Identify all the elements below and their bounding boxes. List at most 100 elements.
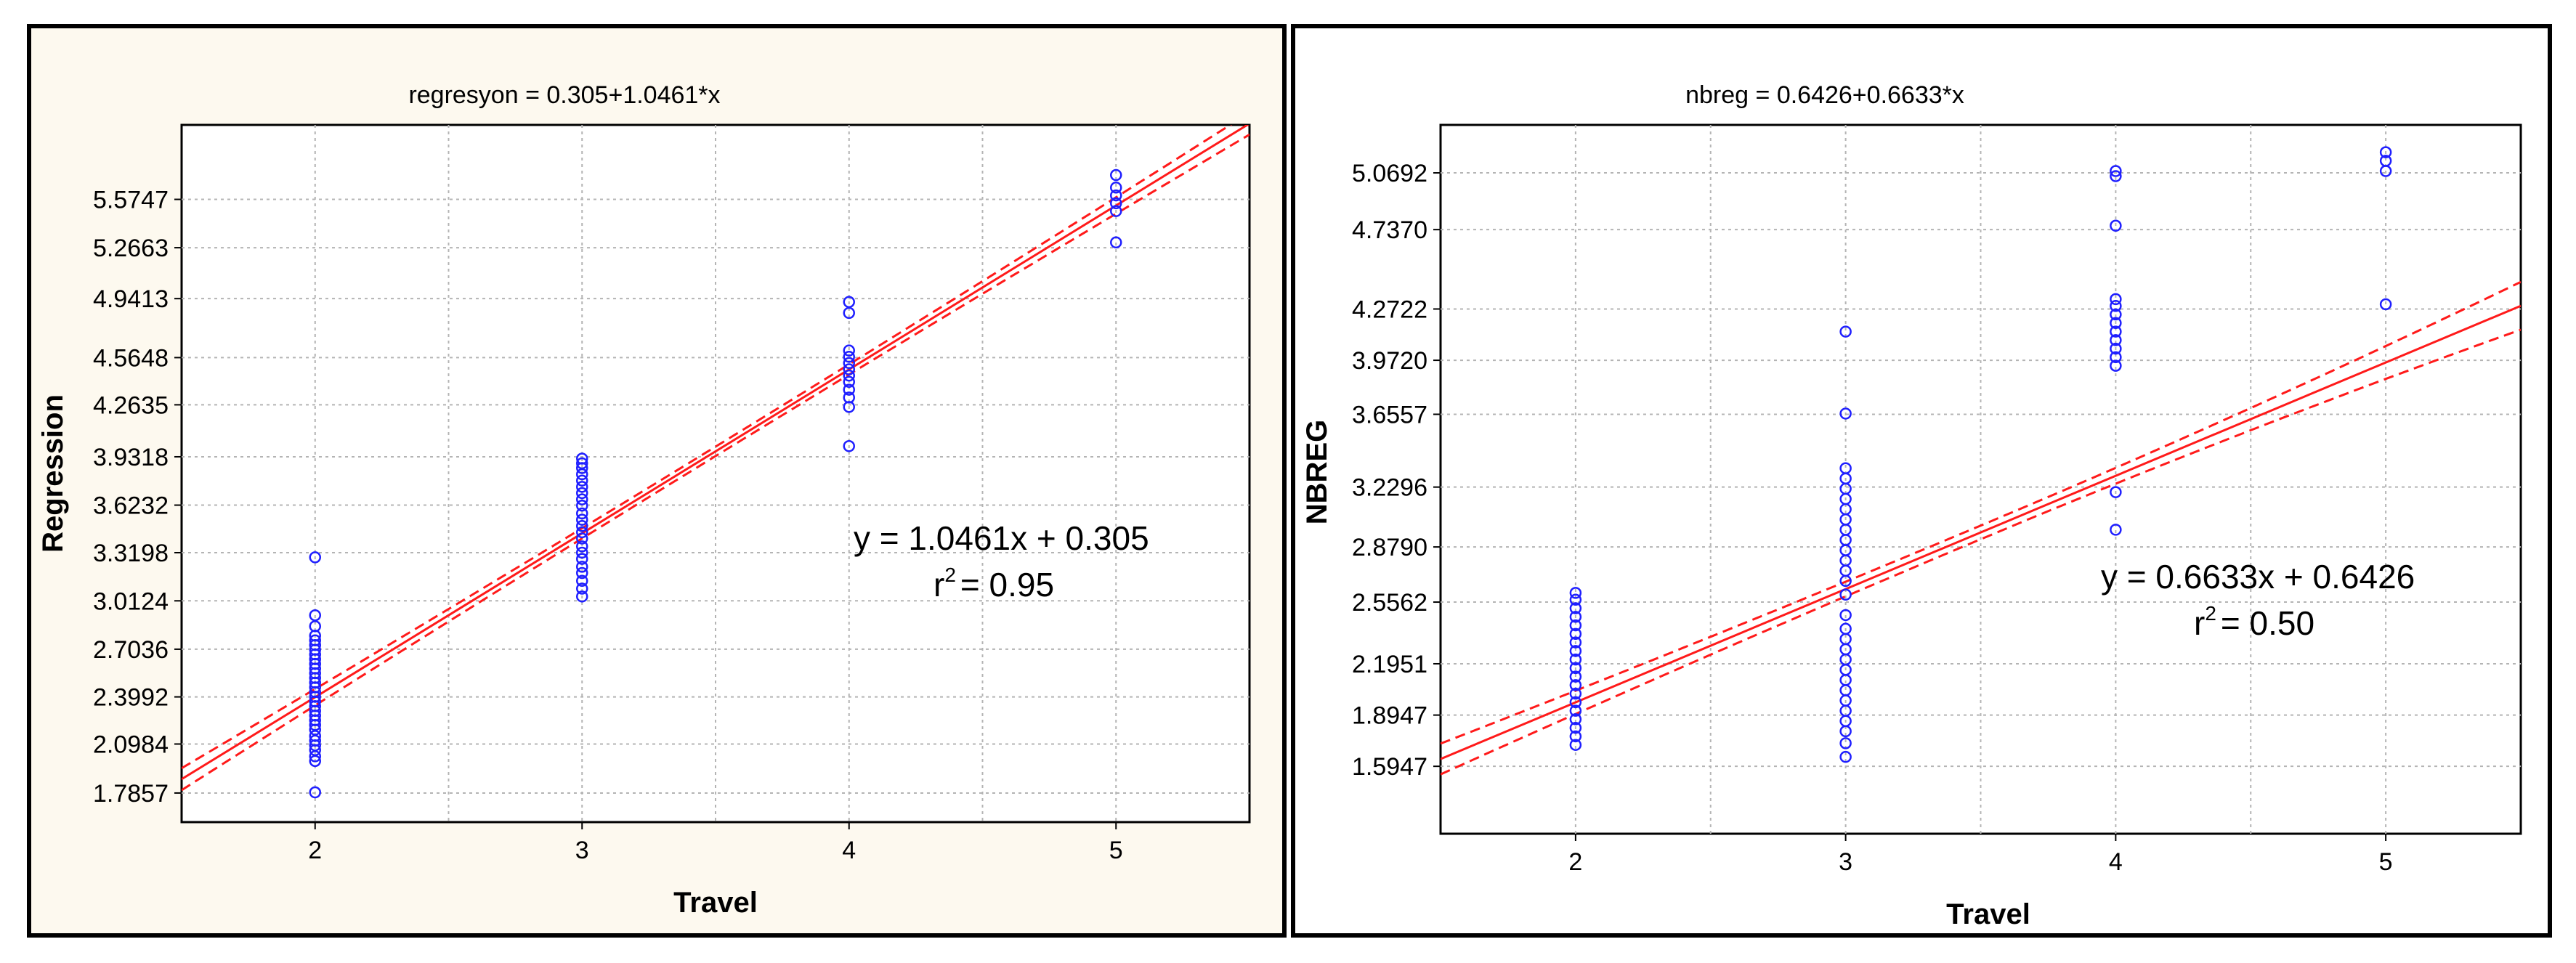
data-point bbox=[309, 551, 321, 564]
y-tick-label: 4.2635 bbox=[93, 391, 169, 419]
confidence-band-upper bbox=[182, 125, 1233, 770]
data-point bbox=[2379, 298, 2392, 311]
equation-label: y = 0.6633x + 0.6426 bbox=[2101, 558, 2415, 596]
x-tick-label: 3 bbox=[575, 837, 589, 864]
chart-title: regresyon = 0.305+1.0461*x bbox=[408, 81, 720, 109]
data-point bbox=[1110, 197, 1122, 210]
data-point bbox=[309, 634, 321, 647]
panel-regression: regresyon = 0.305+1.0461*x 1.7857 2.0984 2… bbox=[27, 24, 1287, 938]
data-point bbox=[843, 363, 855, 375]
data-point bbox=[843, 383, 855, 396]
x-tick-label: 3 bbox=[1839, 848, 1852, 876]
y-tick-label: 2.0984 bbox=[93, 731, 169, 758]
y-tick-label: 2.3992 bbox=[93, 684, 169, 712]
data-point bbox=[1839, 622, 1852, 635]
data-point bbox=[843, 351, 855, 363]
data-point bbox=[2110, 524, 2122, 536]
data-point bbox=[2110, 293, 2122, 306]
x-tick-label: 5 bbox=[2379, 848, 2393, 876]
panel-nbreg: nbreg = 0.6426+0.6633*x 1.5947 1.8947 2.19… bbox=[1291, 24, 2552, 938]
regression-lines bbox=[182, 125, 1249, 792]
y-tick-label: 4.5648 bbox=[93, 344, 169, 372]
data-points bbox=[309, 168, 1122, 799]
y-tick-label: 1.8947 bbox=[1352, 702, 1427, 730]
data-point bbox=[309, 786, 321, 799]
data-point bbox=[2110, 359, 2122, 372]
data-point bbox=[843, 344, 855, 357]
data-point bbox=[576, 520, 588, 532]
data-point bbox=[576, 513, 588, 526]
data-point bbox=[2110, 351, 2122, 364]
data-point bbox=[1839, 750, 1852, 763]
y-axis-label: NBREG bbox=[1301, 420, 1333, 524]
data-point bbox=[2110, 486, 2122, 498]
data-point bbox=[576, 452, 588, 465]
data-point bbox=[1569, 721, 1582, 734]
r-squared-label: r2 = 0.50 bbox=[2194, 602, 2314, 642]
r-squared-value: = 0.50 bbox=[2221, 604, 2314, 642]
data-point bbox=[1569, 602, 1582, 614]
data-point bbox=[1569, 653, 1582, 666]
r-squared-value: = 0.95 bbox=[960, 566, 1054, 604]
data-point bbox=[576, 590, 588, 603]
data-point bbox=[1110, 189, 1122, 202]
regression-lines bbox=[1441, 280, 2521, 776]
data-point bbox=[1569, 704, 1582, 717]
data-point bbox=[2379, 155, 2392, 167]
data-point bbox=[1839, 737, 1852, 749]
confidence-band-upper bbox=[1441, 280, 2521, 745]
data-point bbox=[843, 439, 855, 452]
data-point bbox=[1569, 611, 1582, 623]
data-point bbox=[2110, 300, 2122, 312]
data-point bbox=[1569, 730, 1582, 743]
data-point bbox=[2110, 334, 2122, 346]
y-tick-label: 3.0124 bbox=[93, 588, 169, 615]
data-point bbox=[576, 582, 588, 595]
data-point bbox=[1569, 587, 1582, 599]
data-point bbox=[2110, 342, 2122, 355]
y-tick-label: 5.0692 bbox=[1352, 160, 1427, 187]
data-point bbox=[309, 609, 321, 622]
y-axis-ticks: 1.7857 2.0984 2.3992 2.7036 3.0124 3.3198 3.62… bbox=[93, 187, 182, 808]
data-point bbox=[1569, 739, 1582, 751]
data-point bbox=[576, 574, 588, 588]
y-tick-label: 5.5747 bbox=[93, 187, 169, 214]
data-point bbox=[576, 507, 588, 520]
data-point bbox=[843, 375, 855, 389]
grid bbox=[1441, 125, 2521, 834]
data-point bbox=[1110, 168, 1122, 182]
data-point bbox=[1839, 588, 1852, 601]
data-point bbox=[1110, 182, 1122, 194]
x-tick-label: 4 bbox=[2109, 848, 2123, 876]
data-point bbox=[1569, 687, 1582, 700]
data-point bbox=[843, 391, 855, 404]
data-point bbox=[576, 499, 588, 512]
y-tick-label: 1.7857 bbox=[93, 780, 169, 808]
y-tick-label: 1.5947 bbox=[1352, 753, 1427, 781]
y-tick-label: 3.6232 bbox=[93, 492, 169, 520]
data-point bbox=[576, 493, 588, 505]
x-tick-label: 5 bbox=[1109, 837, 1123, 864]
data-point bbox=[1839, 462, 1852, 474]
data-point bbox=[2379, 146, 2392, 158]
data-point bbox=[1569, 619, 1582, 632]
data-point bbox=[843, 369, 855, 382]
data-point bbox=[1569, 645, 1582, 657]
data-point bbox=[2110, 308, 2122, 321]
fit-group bbox=[182, 125, 1249, 792]
y-tick-label: 2.1951 bbox=[1352, 651, 1427, 678]
data-point bbox=[2110, 219, 2122, 232]
y-tick-label: 4.9413 bbox=[93, 285, 169, 313]
data-point bbox=[2110, 165, 2122, 177]
confidence-band-lower bbox=[182, 134, 1249, 792]
data-point bbox=[843, 357, 855, 370]
data-point bbox=[1839, 609, 1852, 622]
data-point bbox=[1839, 407, 1852, 420]
y-tick-label: 4.7370 bbox=[1352, 216, 1427, 244]
data-point bbox=[1110, 236, 1122, 249]
data-point bbox=[576, 532, 588, 545]
data-point bbox=[1110, 205, 1122, 217]
data-point bbox=[2110, 325, 2122, 338]
x-tick-label: 2 bbox=[308, 837, 322, 864]
data-point bbox=[843, 296, 855, 309]
